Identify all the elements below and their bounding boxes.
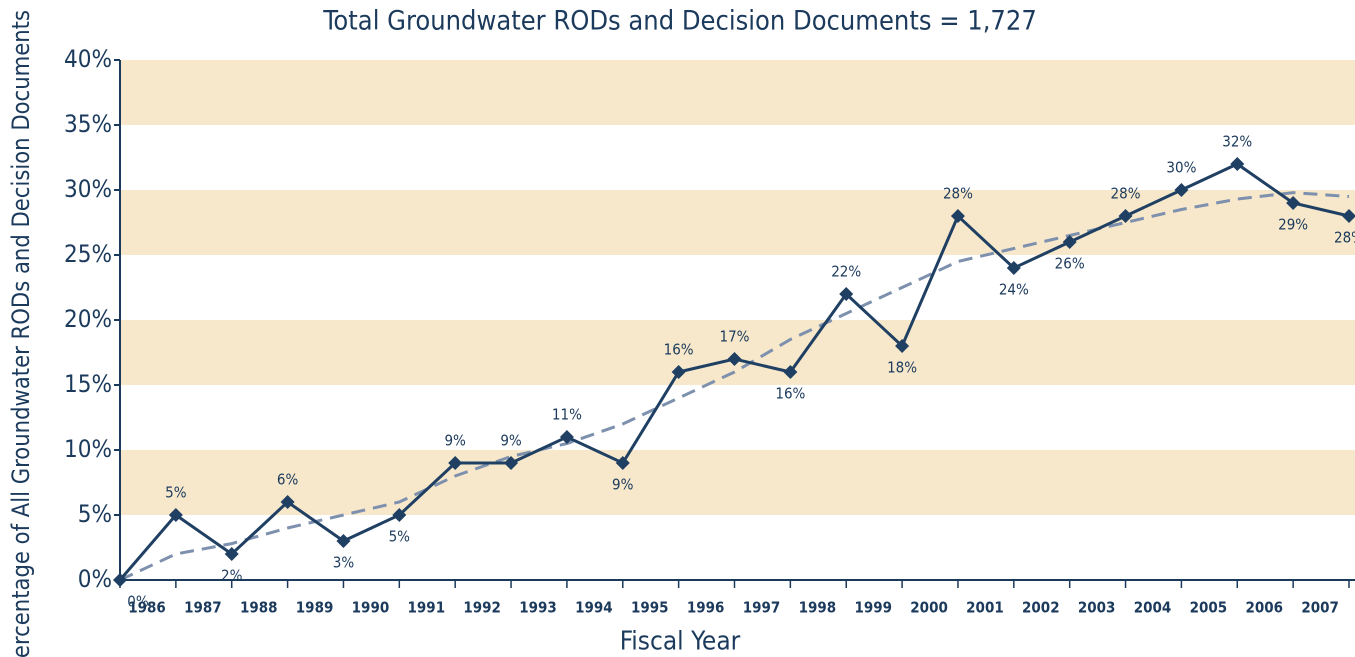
data-point (280, 495, 295, 509)
data-point (168, 508, 183, 522)
data-label: 9% (500, 432, 522, 450)
trend-line (119, 191, 1350, 582)
x-tick-label: 1996 (687, 599, 725, 617)
x-tick-label: 2001 (966, 599, 1004, 617)
data-point (448, 456, 463, 470)
data-point (1062, 235, 1077, 249)
data-label: 29% (1278, 216, 1308, 234)
data-label: 9% (444, 432, 466, 450)
data-point (504, 456, 519, 470)
data-point (895, 339, 910, 353)
data-point (1006, 261, 1021, 275)
data-label: 5% (389, 528, 411, 546)
data-label: 30% (1166, 159, 1196, 177)
data-point (783, 365, 798, 379)
data-label: 18% (887, 359, 917, 377)
x-tick-label: 1992 (463, 599, 501, 617)
data-label: 0% (127, 593, 149, 611)
data-label: 11% (552, 406, 582, 424)
x-tick-label: 1990 (352, 599, 390, 617)
data-label: 6% (277, 471, 299, 489)
x-tick-label: 2004 (1134, 599, 1172, 617)
y-axis-title: Percentage of All Groundwater RODs and D… (7, 10, 35, 657)
grid-band (120, 60, 1355, 125)
data-label: 2% (221, 567, 243, 585)
data-point (839, 287, 854, 301)
data-point (1286, 196, 1301, 210)
y-tick-label: 10% (64, 435, 112, 463)
data-point (950, 209, 965, 223)
x-tick-label: 1988 (240, 599, 278, 617)
data-point (1230, 157, 1245, 171)
x-tick-label: 1995 (631, 599, 669, 617)
data-label: 3% (333, 554, 355, 572)
data-point (1342, 209, 1355, 223)
data-point (559, 430, 574, 444)
grid-band (120, 190, 1355, 255)
data-label: 32% (1222, 133, 1252, 151)
data-label: 26% (1055, 255, 1085, 273)
data-label: 28% (943, 185, 973, 203)
x-tick-label: 2005 (1190, 599, 1228, 617)
x-tick-label: 1998 (799, 599, 837, 617)
data-point (113, 573, 127, 587)
data-label: 5% (165, 484, 187, 502)
x-tick-label: 1997 (743, 599, 781, 617)
data-label: 16% (775, 385, 805, 403)
data-label: 17% (720, 328, 750, 346)
data-label: 24% (999, 281, 1029, 299)
y-tick-label: 25% (64, 240, 112, 268)
data-point (671, 365, 686, 379)
data-label: 28% (1111, 185, 1141, 203)
data-point (392, 508, 407, 522)
x-axis-title: Fiscal Year (620, 627, 741, 657)
x-tick-label: 2007 (1301, 599, 1339, 617)
chart-title: Total Groundwater RODs and Decision Docu… (322, 6, 1037, 37)
y-tick-label: 15% (64, 370, 112, 398)
x-tick-label: 2002 (1022, 599, 1060, 617)
grid-band (120, 450, 1355, 515)
y-tick-label: 0% (78, 565, 112, 593)
x-tick-label: 2003 (1078, 599, 1116, 617)
x-tick-label: 1994 (575, 599, 613, 617)
data-point (1174, 183, 1189, 197)
y-tick-label: 20% (64, 305, 112, 333)
data-point (1118, 209, 1133, 223)
data-point (727, 352, 742, 366)
x-tick-label: 2006 (1245, 599, 1283, 617)
data-point (336, 534, 351, 548)
x-tick-label: 2000 (910, 599, 948, 617)
y-tick-label: 30% (64, 175, 112, 203)
y-tick-label: 5% (78, 500, 112, 528)
grid-band (120, 320, 1355, 385)
x-tick-label: 1987 (184, 599, 222, 617)
x-tick-label: 1986 (128, 599, 166, 617)
data-label: 16% (664, 341, 694, 359)
data-label: 28% (1334, 229, 1355, 247)
data-point (615, 456, 630, 470)
x-tick-label: 1989 (296, 599, 334, 617)
x-tick-label: 1991 (408, 599, 446, 617)
data-label: 22% (831, 263, 861, 281)
y-tick-label: 35% (64, 110, 112, 138)
data-point (224, 547, 239, 561)
x-tick-label: 1999 (854, 599, 892, 617)
y-tick-label: 40% (64, 45, 112, 73)
x-tick-label: 1993 (519, 599, 557, 617)
data-label: 9% (612, 476, 634, 494)
